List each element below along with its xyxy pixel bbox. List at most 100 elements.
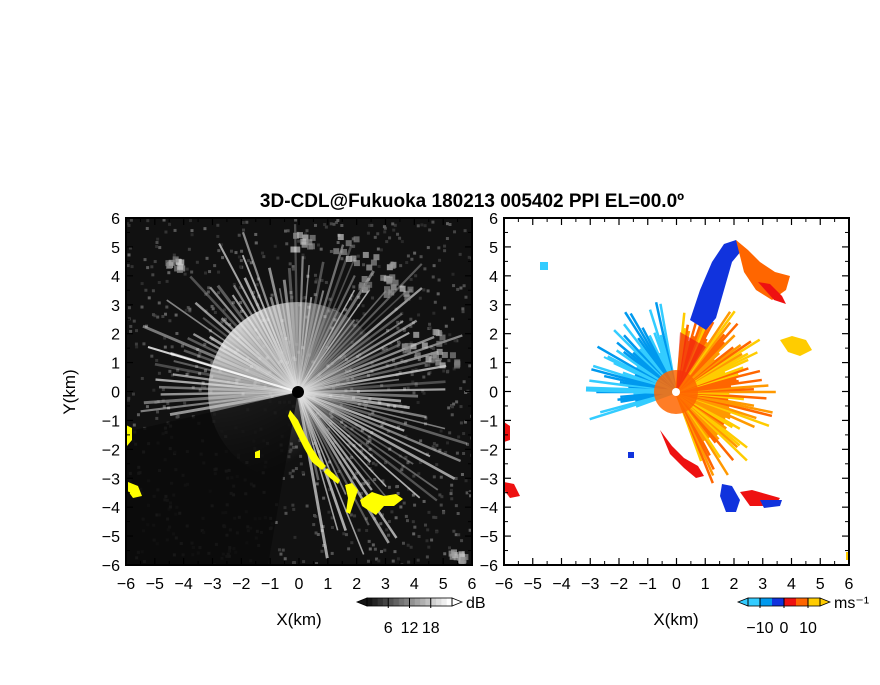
noise-speck [412,474,416,478]
cloud-pixel [448,550,455,557]
noise-speck [439,429,443,433]
noise-speck [417,472,421,476]
noise-speck [330,516,334,520]
noise-speck [190,270,194,274]
colorbar-tick-label: 18 [422,620,440,637]
cloud-pixel [294,246,301,253]
noise-speck [166,401,170,405]
noise-speck [126,264,130,268]
y-tick-label: 6 [111,211,120,228]
noise-speck [203,385,207,389]
noise-speck [151,273,155,277]
colorbar-swatch [393,598,400,606]
noise-speck [456,287,460,291]
y-tick-label: 1 [489,356,498,373]
noise-speck [239,301,243,305]
noise-speck [231,301,235,305]
noise-speck [297,239,301,243]
noise-speck [216,234,220,238]
noise-speck [459,421,463,425]
noise-speck [210,304,214,308]
noise-speck [373,235,377,239]
y-tick-label: 0 [111,385,120,402]
noise-speck [460,472,464,476]
noise-speck [329,249,333,253]
noise-speck [367,539,371,543]
noise-speck [241,228,245,232]
cloud-pixel [309,234,316,241]
noise-speck [319,247,323,251]
x-tick-label: −1 [639,576,657,593]
colorbar-swatch [776,598,781,606]
noise-speck [432,442,436,446]
noise-speck [360,482,364,486]
noise-speck [223,317,227,321]
noise-speck [208,270,212,274]
noise-speck [398,454,402,458]
noise-speck [334,220,338,224]
noise-speck [427,510,431,514]
noise-speck [283,557,287,561]
noise-speck [440,495,444,499]
noise-speck [185,267,189,271]
colorbar-tick-label: 10 [799,620,817,637]
cloud-pixel [166,262,173,269]
noise-speck [370,273,374,277]
noise-speck [397,341,401,345]
cloud-pixel [172,256,179,263]
noise-speck [371,296,375,300]
cloud-pixel [439,362,446,369]
noise-speck [396,344,400,348]
noise-speck [198,372,202,376]
colorbar-unit: ms⁻¹ [834,595,869,612]
noise-speck [344,533,348,537]
noise-speck [204,292,208,296]
cloud-pixel [353,260,360,267]
noise-speck [411,380,415,384]
noise-speck [432,475,436,479]
noise-speck [170,373,174,377]
cloud-pixel [306,239,313,246]
colorbar-swatch [772,598,777,606]
noise-speck [448,223,452,227]
colorbar-swatch [816,598,821,606]
noise-speck [455,339,459,343]
noise-speck [129,329,133,333]
noise-speck [418,460,422,464]
y-tick-label: 2 [489,327,498,344]
noise-speck [413,503,417,507]
noise-speck [398,236,402,240]
noise-speck [142,342,146,346]
noise-speck [417,534,421,538]
colorbar-tick-label: −10 [746,620,773,637]
y-tick-label: −5 [102,529,120,546]
noise-speck [135,345,139,349]
cloud-pixel [413,331,420,338]
colorbar-tick-label: 12 [401,620,419,637]
cloud-pixel [405,346,412,353]
noise-speck [402,501,406,505]
noise-speck [375,557,379,561]
noise-speck [437,278,441,282]
noise-speck [407,560,411,564]
noise-speck [444,450,448,454]
noise-speck [424,363,428,367]
noise-speck [370,223,374,227]
noise-speck [294,218,298,222]
noise-speck [284,229,288,233]
noise-speck [165,305,169,309]
noise-speck [411,493,415,497]
y-axis-label: Y(km) [60,369,79,414]
noise-speck [183,272,187,276]
noise-speck [382,419,386,423]
noise-speck [406,543,410,547]
noise-speck [187,247,191,251]
cloud-pixel [373,254,380,261]
x-tick-label: −4 [175,576,193,593]
noise-speck [355,319,359,323]
noise-speck [466,442,470,446]
colorbar-swatch [398,598,405,606]
velocity-region [504,422,510,442]
noise-speck [454,476,458,480]
noise-speck [150,354,154,358]
